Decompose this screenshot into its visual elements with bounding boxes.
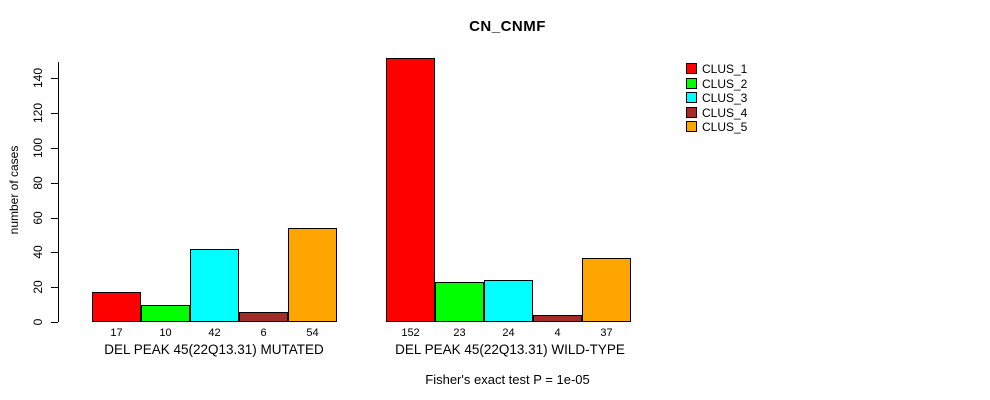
bar-clus_5-group2 <box>582 257 631 322</box>
bar-value-label: 42 <box>208 327 221 339</box>
y-tick-mark <box>51 217 58 219</box>
bar-clus_1-group1 <box>92 292 141 322</box>
chart-title: CN_CNMF <box>469 18 546 35</box>
legend-label-clus_3: CLUS_3 <box>702 91 748 106</box>
y-tick-label: 140 <box>31 68 45 89</box>
y-tick-label: 0 <box>31 318 45 326</box>
y-tick-mark <box>51 252 58 254</box>
y-tick-label: 60 <box>31 210 45 225</box>
y-axis-title: number of cases <box>7 145 21 235</box>
bar-clus_3-group2 <box>484 280 533 322</box>
y-tick-label: 120 <box>31 103 45 124</box>
legend-label-clus_5: CLUS_5 <box>702 120 748 135</box>
group-label-mutated: DEL PEAK 45(22Q13.31) MUTATED <box>104 342 324 357</box>
legend-label-clus_2: CLUS_2 <box>702 76 748 91</box>
y-tick-mark <box>51 322 58 323</box>
y-tick-label: 100 <box>31 137 45 159</box>
y-tick-mark <box>51 287 58 289</box>
bar-value-label: 23 <box>453 327 466 339</box>
legend-swatch-clus_1 <box>686 63 697 74</box>
bar-clus_2-group2 <box>435 281 484 322</box>
y-tick-label: 20 <box>31 280 45 294</box>
bar-clus_5-group1 <box>288 228 337 322</box>
bar-value-label: 4 <box>554 327 561 339</box>
bar-value-label: 152 <box>401 327 420 339</box>
bar-value-label: 24 <box>502 327 515 339</box>
legend-label-clus_4: CLUS_4 <box>702 105 748 120</box>
bar-value-label: 10 <box>159 327 172 339</box>
legend-swatch-clus_2 <box>686 77 697 89</box>
bar-value-label: 54 <box>306 327 319 339</box>
bar-value-label: 17 <box>110 327 123 339</box>
y-tick-mark <box>51 113 58 115</box>
y-tick-mark <box>51 78 58 80</box>
bar-clus_3-group1 <box>190 248 239 322</box>
y-tick-label: 80 <box>31 176 45 190</box>
y-axis-line <box>58 62 59 322</box>
bar-clus_4-group1 <box>239 311 288 322</box>
y-tick-label: 40 <box>31 245 45 260</box>
bar-clus_1-group2 <box>386 57 435 322</box>
bar-clus_4-group2 <box>533 315 582 322</box>
bar-value-label: 6 <box>260 327 267 339</box>
group-label-wild-type: DEL PEAK 45(22Q13.31) WILD-TYPE <box>395 342 625 357</box>
legend-swatch-clus_4 <box>686 106 697 118</box>
bar-value-label: 37 <box>600 327 613 339</box>
legend-swatch-clus_5 <box>686 121 697 133</box>
fisher-test-caption: Fisher's exact test P = 1e-05 <box>425 372 590 387</box>
legend-label-clus_1: CLUS_1 <box>702 62 748 76</box>
legend-swatch-clus_3 <box>686 92 697 104</box>
y-tick-mark <box>51 148 58 149</box>
y-tick-mark <box>51 182 58 184</box>
bar-clus_2-group1 <box>141 304 190 322</box>
